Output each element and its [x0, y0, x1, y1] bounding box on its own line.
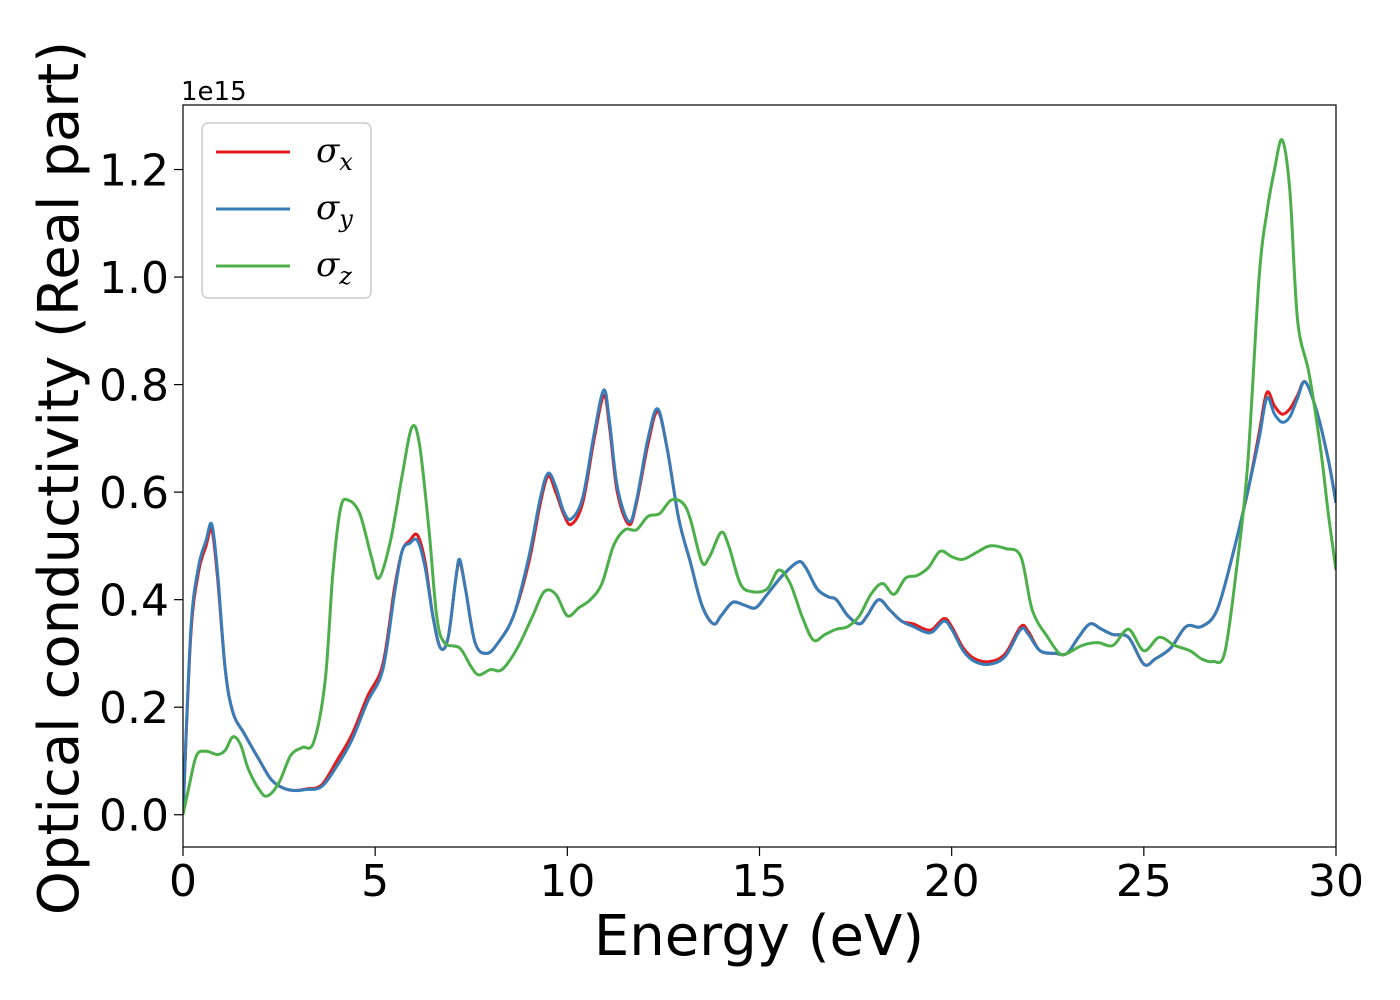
- x-tick-label: 10: [539, 856, 595, 907]
- y-axis: 0.0 0.2 0.4 0.6 0.8 1.0 1.2: [99, 146, 183, 842]
- x-axis-label: Energy (eV): [594, 904, 924, 969]
- legend-label-z: σz: [316, 245, 352, 290]
- y-tick-label: 1.2: [99, 146, 169, 197]
- y-axis-label: Optical conductivity (Real part): [27, 41, 92, 915]
- x-tick-label: 0: [169, 856, 197, 907]
- y-tick-label: 1.0: [99, 253, 169, 304]
- series-line-x: [183, 380, 1336, 815]
- y-tick-label: 0.4: [99, 576, 169, 627]
- x-axis: 0 5 10 15 20 25 30: [169, 847, 1364, 907]
- x-tick-label: 30: [1308, 856, 1364, 907]
- y-offset-text: 1e15: [181, 77, 247, 107]
- series-lines: [183, 138, 1336, 816]
- y-tick-label: 0.6: [99, 468, 169, 519]
- y-tick-label: 0.2: [99, 683, 169, 734]
- x-tick-label: 15: [732, 856, 788, 907]
- series-line-z: [183, 138, 1336, 816]
- x-tick-label: 5: [361, 856, 389, 907]
- x-tick-label: 20: [924, 856, 980, 907]
- series-line-y: [183, 380, 1336, 815]
- x-tick-label: 25: [1116, 856, 1172, 907]
- y-tick-label: 0.0: [99, 791, 169, 842]
- y-tick-label: 0.8: [99, 361, 169, 412]
